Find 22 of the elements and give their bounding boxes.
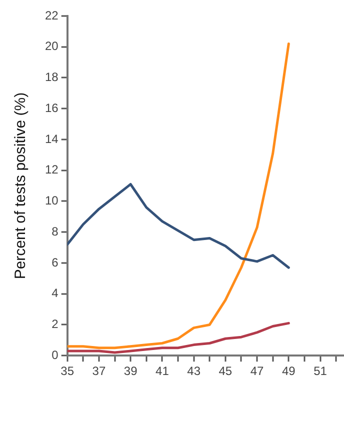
x-tick-label: 45 xyxy=(218,364,232,378)
y-axis-title: Percent of tests positive (%) xyxy=(12,92,30,280)
y-tick-label: 0 xyxy=(52,348,59,362)
y-tick-label: 4 xyxy=(52,286,59,300)
x-tick-label: 51 xyxy=(314,364,328,378)
x-tick-label: 43 xyxy=(187,364,201,378)
y-tick-label: 18 xyxy=(44,70,59,84)
y-tick-label: 2 xyxy=(52,317,59,332)
y-tick-label: 6 xyxy=(52,255,59,270)
y-tick-label: 20 xyxy=(44,39,59,54)
x-tick-label: 39 xyxy=(124,364,138,378)
y-tick-label: 16 xyxy=(44,100,59,115)
y-tick-label: 8 xyxy=(52,224,59,238)
y-tick-label: 12 xyxy=(44,162,59,177)
x-tick-label: 35 xyxy=(60,364,74,378)
y-tick-label: 14 xyxy=(44,132,59,146)
x-tick-label: 47 xyxy=(250,364,264,378)
y-tick-label: 10 xyxy=(44,194,59,208)
y-tick-label: 22 xyxy=(44,8,59,22)
x-tick-label: 37 xyxy=(92,364,106,378)
x-tick-label: 41 xyxy=(156,364,170,378)
x-tick-label: 49 xyxy=(282,364,296,378)
